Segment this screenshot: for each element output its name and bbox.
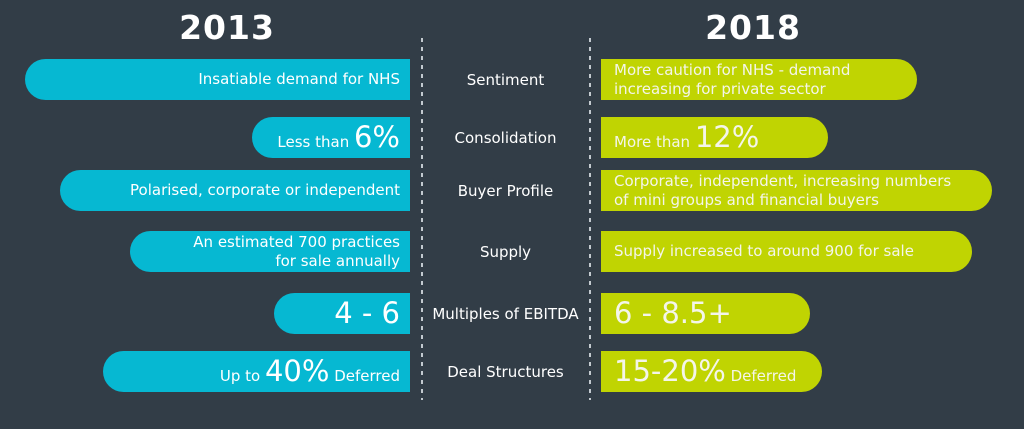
- category-label-supply: Supply: [479, 242, 532, 261]
- pill-2018-supply: Supply increased to around 900 for sale: [601, 231, 972, 272]
- column-title-2013: 2013: [179, 8, 275, 47]
- pill-text: 4 - 6: [334, 296, 400, 330]
- pill-2013-supply: An estimated 700 practices for sale annu…: [130, 231, 410, 272]
- dashed-divider-left: [421, 38, 423, 400]
- pill-text: 6 - 8.5+: [614, 296, 732, 330]
- dashed-divider-right: [589, 38, 591, 400]
- pill-2013-buyer-profile: Polarised, corporate or independent: [60, 170, 410, 211]
- pill-text: Supply increased to around 900 for sale: [614, 242, 914, 260]
- category-label-sentiment: Sentiment: [466, 70, 545, 89]
- pill-text: More than 12%: [614, 120, 760, 154]
- pill-text: Insatiable demand for NHS: [198, 70, 400, 88]
- pill-2018-consolidation: More than 12%: [601, 117, 828, 158]
- pill-text: 15-20% Deferred: [614, 354, 797, 388]
- pill-2018-buyer-profile: Corporate, independent, increasing numbe…: [601, 170, 992, 211]
- pill-text: Polarised, corporate or independent: [130, 181, 400, 199]
- category-label-consolidation: Consolidation: [454, 128, 557, 147]
- pill-2013-deal-structures: Up to 40% Deferred: [103, 351, 410, 392]
- pill-2018-multiples-of-ebitda: 6 - 8.5+: [601, 293, 810, 334]
- category-label-deal-structures: Deal Structures: [447, 362, 564, 381]
- pill-text: Less than 6%: [277, 120, 400, 154]
- pill-2013-consolidation: Less than 6%: [252, 117, 410, 158]
- column-title-2018: 2018: [705, 8, 801, 47]
- pill-text: More caution for NHS - demand increasing…: [614, 60, 851, 98]
- pill-text: An estimated 700 practices for sale annu…: [193, 232, 400, 270]
- pill-2013-multiples-of-ebitda: 4 - 6: [274, 293, 410, 334]
- pill-2018-sentiment: More caution for NHS - demand increasing…: [601, 59, 917, 100]
- category-label-multiples-of-ebitda: Multiples of EBITDA: [432, 304, 579, 323]
- category-label-buyer-profile: Buyer Profile: [457, 181, 554, 200]
- pill-text: Corporate, independent, increasing numbe…: [614, 171, 952, 209]
- pill-2018-deal-structures: 15-20% Deferred: [601, 351, 822, 392]
- pill-2013-sentiment: Insatiable demand for NHS: [25, 59, 410, 100]
- pill-text: Up to 40% Deferred: [219, 354, 400, 388]
